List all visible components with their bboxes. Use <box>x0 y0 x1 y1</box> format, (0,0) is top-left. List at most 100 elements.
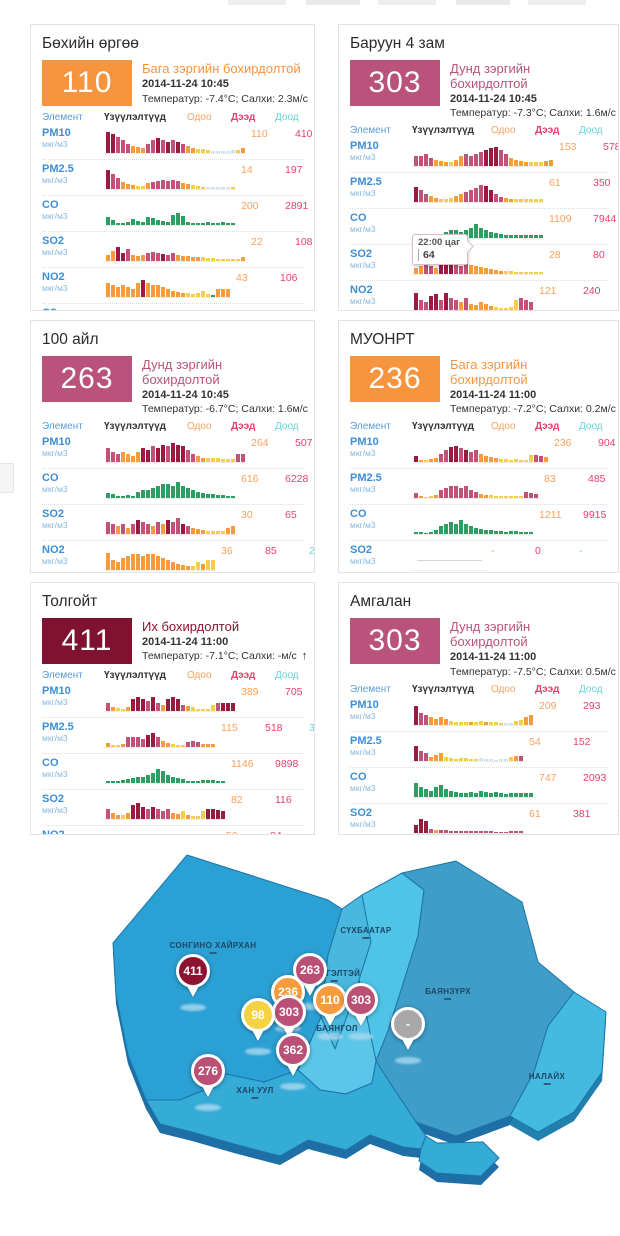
station-title: Толгойт <box>42 593 98 610</box>
pollutant-sparkline[interactable] <box>104 309 237 310</box>
pollutant-sparkline[interactable] <box>412 510 535 535</box>
pollutant-label: PM2.5 мкг/м3 <box>350 472 408 502</box>
station-title: Баруун 4 зам <box>350 35 445 52</box>
pollutant-sparkline[interactable] <box>412 809 525 834</box>
station-map-marker[interactable]: 303 <box>344 983 378 1040</box>
pollutant-name: CO <box>350 508 367 520</box>
value-max: 2093 <box>583 772 607 784</box>
pollutant-name: CO <box>42 199 59 211</box>
pollutant-sparkline[interactable] <box>412 438 550 463</box>
station-card: 100 айл 263 Дунд зэргийн бохирдолтой 201… <box>30 320 315 573</box>
pollutant-row: PM10 мкг/м3 389 705 71 <box>42 682 303 717</box>
pollutant-row: SO2 мкг/м3 30 65 25 <box>42 504 303 540</box>
col-indicators: Үзүүлэлтүүд <box>104 670 167 681</box>
pollutant-sparkline[interactable] <box>104 723 217 748</box>
pollutant-sparkline[interactable] <box>104 165 237 190</box>
marker-shadow <box>317 1033 343 1040</box>
pollutant-row: SO2 мкг/м3 61 381 33 <box>350 803 618 834</box>
pollutant-label: PM2.5 мкг/м3 <box>42 721 100 751</box>
district-label: БАЯНЗҮРХ <box>425 987 471 1000</box>
pollutant-sparkline[interactable] <box>104 474 237 499</box>
district-bayanzurkh[interactable] <box>375 860 575 1137</box>
pollutant-sparkline[interactable]: 22:00 цаг 64 <box>412 234 545 275</box>
value-now: 236 <box>554 437 572 449</box>
collapsed-side-panel-tab[interactable] <box>0 463 14 493</box>
pollutant-sparkline[interactable] <box>412 546 487 571</box>
marker-pointer <box>355 1015 367 1032</box>
pollutant-row: NO2 мкг/м3 59 84 13 <box>42 825 303 834</box>
pollutant-sparkline[interactable] <box>412 773 535 798</box>
pollutant-unit: мкг/м3 <box>350 711 376 721</box>
table-header: Элемент Үзүүлэлтүүд Одоо Дээд Доод <box>350 125 607 136</box>
pollutant-sparkline[interactable] <box>104 201 237 226</box>
aqi-value-box: 303 <box>350 60 440 106</box>
station-map-marker[interactable]: 98 <box>241 998 275 1055</box>
pollutant-sparkline[interactable] <box>412 474 540 499</box>
pollutant-sparkline[interactable] <box>104 273 232 298</box>
pollutant-sparkline[interactable] <box>412 701 535 726</box>
col-element: Элемент <box>42 112 83 123</box>
pollutant-label: NO2 мкг/м3 <box>42 544 100 572</box>
pollutant-row: SO2 мкг/м3 82 116 22 <box>42 789 303 825</box>
value-max: 108 <box>295 236 313 248</box>
col-element: Элемент <box>42 670 83 681</box>
value-max: 0 <box>535 545 541 557</box>
pollutant-sparkline[interactable] <box>104 129 247 154</box>
col-now: Одоо <box>187 670 212 681</box>
col-now: Одоо <box>187 421 212 432</box>
station-map-marker[interactable]: 362 <box>276 1033 310 1090</box>
value-now: 12 <box>241 307 281 310</box>
pollutant-label: PM10 мкг/м3 <box>350 699 408 729</box>
pollutant-name: SO2 <box>42 793 65 805</box>
marker-pointer <box>202 1086 214 1103</box>
col-element: Элемент <box>42 421 83 432</box>
pollutant-unit: мкг/м3 <box>350 260 376 270</box>
pollutant-sparkline[interactable] <box>104 795 227 820</box>
pollutant-sparkline[interactable] <box>104 831 222 834</box>
pollutant-name: PM2.5 <box>350 176 382 188</box>
pollutant-sparkline[interactable] <box>104 438 247 463</box>
col-now: Одоо <box>187 112 212 123</box>
pollution-status: Бага зэргийн бохирдолтой <box>450 357 528 387</box>
value-now: 1211 <box>539 509 562 521</box>
marker-shadow <box>245 1048 271 1055</box>
pollutant-unit: мкг/м3 <box>42 484 68 494</box>
pollutant-name: CO <box>42 757 59 769</box>
pollutant-sparkline[interactable] <box>104 510 237 535</box>
pollutant-unit: мкг/м3 <box>350 819 376 829</box>
col-min: Доод <box>579 421 603 432</box>
pollutant-sparkline[interactable] <box>412 737 525 762</box>
station-map-marker[interactable]: - <box>391 1007 425 1064</box>
wind-direction-icon: ↗ <box>313 93 314 105</box>
value-now: 22 <box>251 236 263 248</box>
station-card: Толгойт 411 Их бохирдолтой 2014-11-24 11… <box>30 582 315 835</box>
pollutant-row: PM10 мкг/м3 110 410 40 <box>42 124 313 159</box>
pollutant-sparkline[interactable] <box>104 687 237 712</box>
pollutant-sparkline[interactable] <box>104 759 227 784</box>
pollutant-unit: мкг/м3 <box>42 283 68 293</box>
pollutant-sparkline[interactable] <box>412 142 555 167</box>
value-max: 80 <box>593 249 605 261</box>
station-map-marker[interactable]: 276 <box>191 1054 225 1111</box>
pollutant-sparkline[interactable] <box>104 546 217 571</box>
marker-value: 362 <box>276 1033 310 1067</box>
pollutant-name: PM10 <box>350 140 379 152</box>
value-max: 381 <box>573 808 591 820</box>
pollutant-sparkline[interactable] <box>412 286 535 310</box>
weather-info: Температур: -7.1°C; Салхи: -м/с ↑ <box>142 650 308 662</box>
pollutant-label: NO2 мкг/м3 <box>350 284 408 310</box>
col-indicators: Үзүүлэлтүүд <box>412 125 475 136</box>
marker-value: 303 <box>272 995 306 1029</box>
pollutant-label: PM10 мкг/м3 <box>42 685 100 715</box>
station-map-marker[interactable]: 411 <box>176 954 210 1011</box>
col-min: Доод <box>275 112 299 123</box>
pollutant-sparkline[interactable] <box>104 237 247 262</box>
value-max: 152 <box>573 736 591 748</box>
pollutant-unit: мкг/м3 <box>350 448 376 458</box>
pollutant-sparkline[interactable] <box>412 178 545 203</box>
district-khan-uul-south[interactable] <box>418 1135 500 1177</box>
station-card: Баруун 4 зам 303 Дунд зэргийн бохирдолто… <box>338 24 619 311</box>
station-map-marker[interactable]: 110 <box>313 983 347 1040</box>
pollutant-name: PM10 <box>350 436 379 448</box>
district-nalaikh[interactable] <box>509 991 607 1133</box>
